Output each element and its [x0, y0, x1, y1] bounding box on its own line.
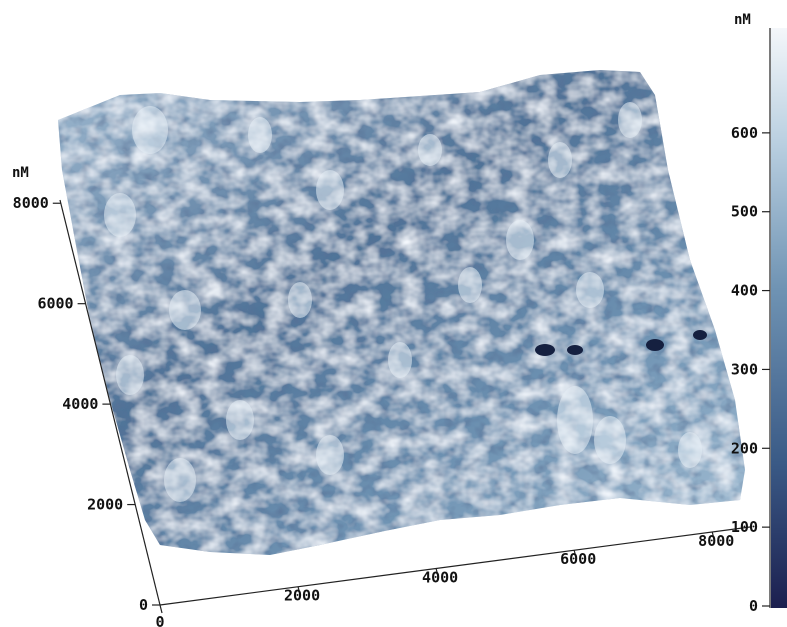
surface-peak-highlight: [594, 416, 626, 464]
surface-peak-highlight: [316, 435, 344, 475]
surface-peak-highlight: [576, 272, 604, 308]
x-tick-label: 2000: [284, 587, 320, 605]
y-tick-label: 6000: [37, 295, 73, 313]
surface-mesh: [58, 70, 745, 555]
y-tick-label: 8000: [13, 194, 49, 212]
surface-peak-highlight: [458, 267, 482, 303]
surface-peak-highlight: [248, 117, 272, 153]
colorbar-tick-label: 600: [731, 124, 758, 142]
surface-peak-highlight: [288, 282, 312, 318]
y-tick-label: 2000: [87, 496, 123, 514]
x-tick-mark: [159, 604, 163, 614]
x-axis-line: [159, 526, 751, 606]
colorbar-tick-label: 0: [749, 597, 758, 615]
surface-pit: [646, 339, 664, 351]
x-tick-mark: [435, 568, 439, 577]
x-tick-mark: [297, 586, 301, 595]
surface-peak-highlight: [678, 432, 702, 468]
x-tick-mark: [711, 531, 715, 541]
surface-pit: [535, 344, 555, 356]
colorbar-unit-label: nM: [734, 12, 751, 28]
colorbar-gradient: [771, 28, 787, 608]
colorbar-tick-label: 400: [731, 282, 758, 300]
x-tick-label: 8000: [698, 532, 734, 550]
surface-peak-highlight: [557, 386, 593, 454]
colorbar-tick-label: 200: [731, 439, 758, 457]
surface-peak-highlight: [116, 355, 144, 395]
colorbar: nM 0 100 200 300 400 500 600: [731, 12, 787, 615]
y-tick-label: 4000: [62, 395, 98, 413]
x-tick-label: 6000: [560, 550, 596, 568]
surface-peak-highlight: [104, 193, 136, 237]
x-tick-label: 0: [155, 613, 164, 627]
surface-peak-highlight: [132, 106, 168, 154]
surface-peak-highlight: [548, 142, 572, 178]
surface-peak-highlight: [164, 458, 196, 502]
y-axis-line: [59, 199, 161, 606]
colorbar-tick-label: 500: [731, 203, 758, 221]
x-tick-label: 4000: [422, 568, 458, 586]
surface-pit: [567, 345, 583, 355]
surface-peak-highlight: [316, 170, 344, 210]
surface-pit: [693, 330, 707, 340]
surface-peak-highlight: [418, 134, 442, 166]
colorbar-tick-label: 300: [731, 360, 758, 378]
surface-peak-highlight: [169, 290, 201, 330]
surface-peak-highlight: [618, 102, 642, 138]
axes: 0 2000 4000 6000 8000 nM 0 2000 4000 6000 8000: [12, 165, 751, 627]
colorbar-tick-label: 100: [731, 518, 758, 536]
surface-peak-highlight: [506, 220, 534, 260]
y-unit-label: nM: [12, 165, 29, 181]
x-tick-mark: [573, 550, 577, 559]
surface-peak-highlight: [388, 342, 412, 378]
surface-peak-highlight: [226, 400, 254, 440]
y-tick-label: 0: [139, 596, 148, 614]
